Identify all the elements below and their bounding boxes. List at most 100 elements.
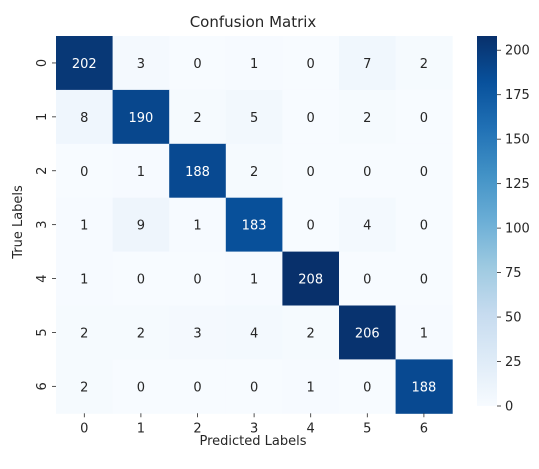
cell-value-label: 1 xyxy=(250,273,258,288)
heatmap-cell xyxy=(112,143,170,199)
cell-value-label: 3 xyxy=(193,326,201,341)
heatmap-cell xyxy=(339,251,397,306)
heatmap-cell xyxy=(169,143,227,199)
heatmap-cell xyxy=(339,143,397,199)
heatmap-cell xyxy=(112,251,170,306)
heatmap-cell xyxy=(225,305,283,360)
x-tick-label: 2 xyxy=(193,421,201,436)
cell-value-label: 0 xyxy=(420,165,428,180)
cell-value-label: 2 xyxy=(363,111,371,126)
heatmap-cell xyxy=(395,36,453,91)
cell-value-label: 2 xyxy=(420,57,428,72)
cell-value-label: 1 xyxy=(80,273,88,288)
cell-value-label: 4 xyxy=(363,219,371,234)
heatmap-cell xyxy=(56,36,114,91)
heatmap-cell xyxy=(282,143,340,199)
heatmap-cell xyxy=(282,36,340,91)
heatmap-cell xyxy=(282,359,340,414)
y-tick-label: 6 xyxy=(35,382,50,390)
y-tick-label: 3 xyxy=(35,221,50,229)
heatmap-cell xyxy=(169,359,227,414)
x-tick-label: 6 xyxy=(420,421,428,436)
cell-value-label: 1 xyxy=(137,165,145,180)
heatmap-cell xyxy=(112,197,170,253)
cell-value-label: 0 xyxy=(80,165,88,180)
cell-value-label: 1 xyxy=(80,219,88,234)
cell-value-label: 183 xyxy=(242,219,267,234)
cell-value-label: 0 xyxy=(193,273,201,288)
colorbar-tick-label: 25 xyxy=(505,355,522,370)
x-axis-label: Predicted Labels xyxy=(199,434,306,449)
cell-value-label: 2 xyxy=(137,326,145,341)
cell-value-label: 0 xyxy=(137,380,145,395)
cell-value-label: 7 xyxy=(363,57,371,72)
y-tick-label: 0 xyxy=(35,59,50,67)
cell-value-label: 202 xyxy=(72,57,97,72)
heatmap-cell xyxy=(339,89,397,145)
cell-value-label: 0 xyxy=(363,273,371,288)
heatmap-cell xyxy=(112,36,170,91)
cell-value-label: 1 xyxy=(250,57,258,72)
cell-value-label: 0 xyxy=(250,380,258,395)
cell-value-label: 2 xyxy=(80,380,88,395)
cell-value-label: 0 xyxy=(420,111,428,126)
colorbar-tick-label: 125 xyxy=(505,177,530,192)
y-tick-label: 2 xyxy=(35,167,50,175)
heatmap-cell xyxy=(395,197,453,253)
cell-value-label: 208 xyxy=(298,273,323,288)
heatmap-cell xyxy=(225,359,283,414)
colorbar-tick-label: 100 xyxy=(505,222,530,237)
heatmap-cell xyxy=(395,89,453,145)
cell-value-label: 190 xyxy=(128,111,153,126)
heatmap-cell xyxy=(395,305,453,360)
heatmap-cell xyxy=(225,197,283,253)
cell-value-label: 0 xyxy=(363,380,371,395)
heatmap-cell xyxy=(169,251,227,306)
cell-value-label: 0 xyxy=(420,273,428,288)
heatmap-cell xyxy=(282,89,340,145)
heatmap-cell xyxy=(112,359,170,414)
x-tick-label: 0 xyxy=(80,421,88,436)
cell-value-label: 2 xyxy=(80,326,88,341)
heatmap-cell xyxy=(169,89,227,145)
heatmap-cell xyxy=(56,251,114,306)
cell-value-label: 2 xyxy=(307,326,315,341)
cell-value-label: 9 xyxy=(137,219,145,234)
heatmap-cell xyxy=(225,36,283,91)
y-axis-label: True Labels xyxy=(11,185,26,260)
cell-value-label: 4 xyxy=(250,326,258,341)
colorbar-ticks: 0 25 50 75 100 125 150 175 200 xyxy=(497,44,530,415)
colorbar-tick-label: 0 xyxy=(505,400,513,415)
x-tick-label: 3 xyxy=(250,421,258,436)
colorbar-tick-label: 175 xyxy=(505,88,530,103)
heatmap-cell xyxy=(56,89,114,145)
x-axis-ticks: 0 1 2 3 4 5 6 xyxy=(80,413,428,436)
x-tick-label: 5 xyxy=(363,421,371,436)
cell-value-label: 2 xyxy=(193,111,201,126)
cell-value-label: 0 xyxy=(363,165,371,180)
x-tick-label: 4 xyxy=(307,421,315,436)
heatmap-cell xyxy=(282,305,340,360)
heatmap-cell xyxy=(225,89,283,145)
y-tick-label: 4 xyxy=(35,274,50,282)
heatmap-cell xyxy=(225,251,283,306)
heatmap-cell xyxy=(395,251,453,306)
cell-value-label: 206 xyxy=(355,326,380,341)
heatmap-cell xyxy=(169,197,227,253)
cell-value-label: 0 xyxy=(307,219,315,234)
cell-value-label: 1 xyxy=(420,326,428,341)
cell-value-label: 1 xyxy=(193,219,201,234)
heatmap-cell xyxy=(169,36,227,91)
cell-value-label: 3 xyxy=(137,57,145,72)
heatmap-cell xyxy=(395,359,453,414)
x-tick-label: 1 xyxy=(137,421,145,436)
heatmap-cell xyxy=(56,143,114,199)
cell-value-label: 0 xyxy=(137,273,145,288)
heatmap-cell xyxy=(339,36,397,91)
heatmap-cell xyxy=(169,305,227,360)
colorbar xyxy=(477,36,497,406)
heatmap-cell xyxy=(282,251,340,306)
heatmap-cell xyxy=(282,197,340,253)
cell-value-label: 5 xyxy=(250,111,258,126)
